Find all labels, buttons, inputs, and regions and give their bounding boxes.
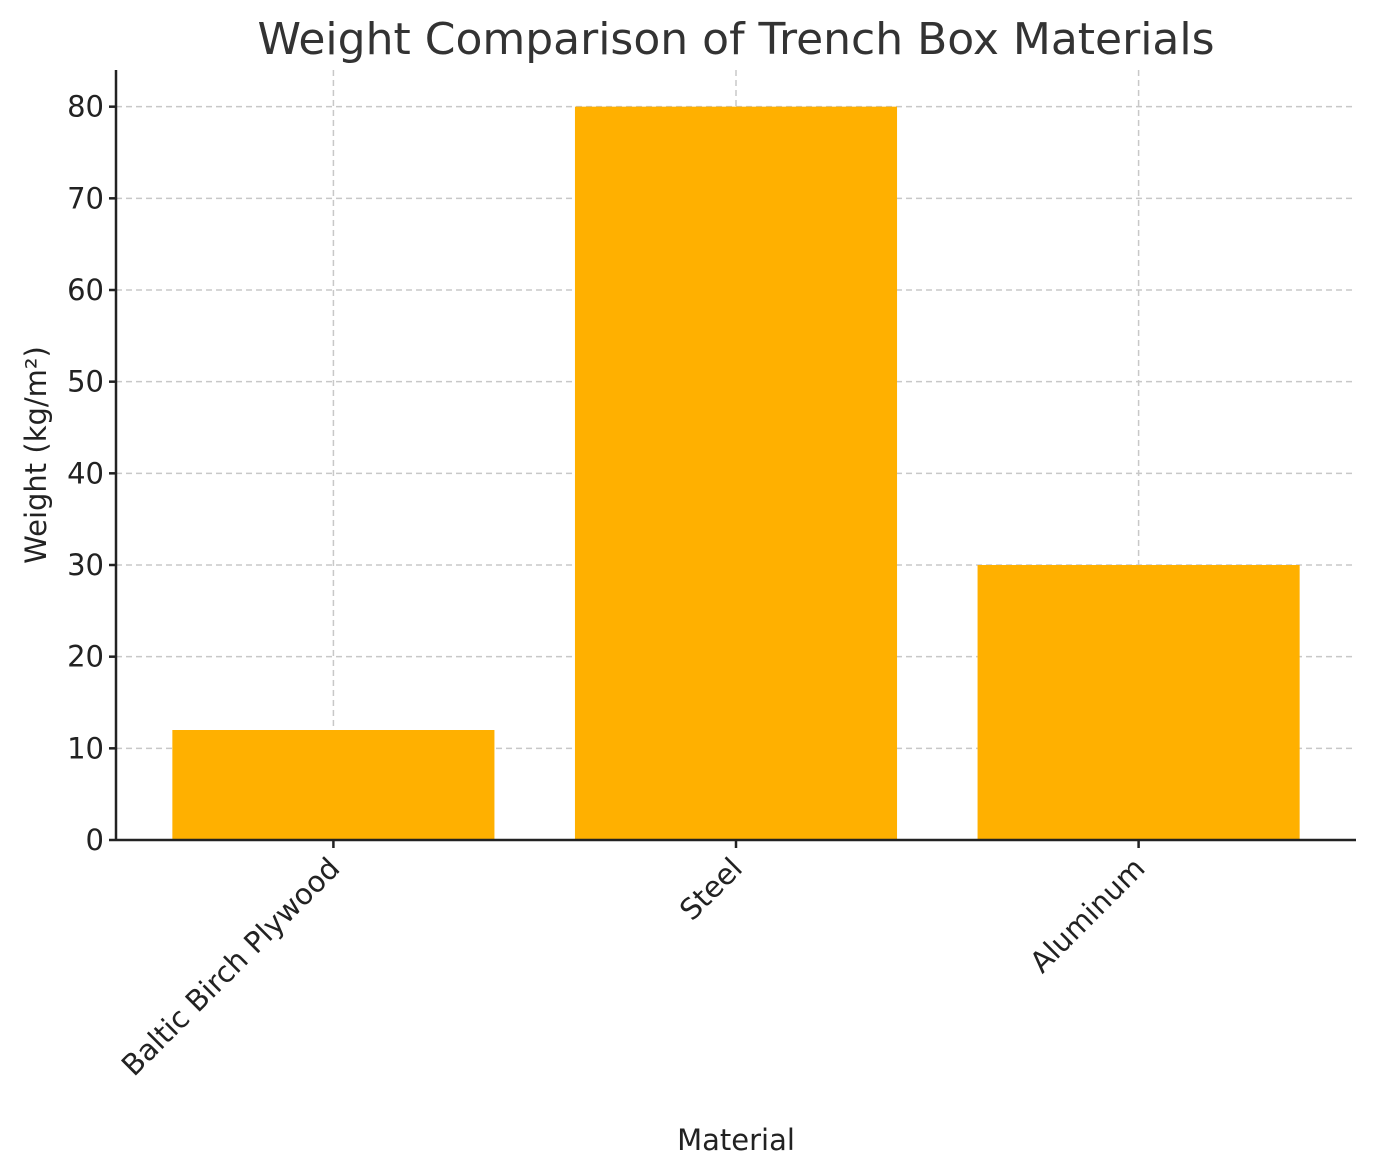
x-axis-label: Material [677, 1123, 795, 1157]
chart-title: Weight Comparison of Trench Box Material… [257, 14, 1214, 65]
x-tick-label: Steel [673, 851, 749, 927]
bar [172, 730, 495, 840]
y-axis-label: Weight (kg/m²) [19, 346, 53, 564]
bar [574, 106, 898, 840]
y-tick-label: 0 [86, 823, 104, 857]
bar [977, 565, 1300, 840]
y-tick-label: 10 [67, 731, 104, 765]
y-tick-label: 50 [67, 365, 104, 399]
y-tick-label: 60 [67, 273, 104, 307]
x-tick-label: Aluminum [1023, 851, 1151, 979]
y-tick-label: 20 [67, 640, 104, 674]
y-tick-label: 70 [67, 181, 104, 215]
x-tick-label: Baltic Birch Plywood [115, 851, 347, 1083]
y-tick-label: 30 [67, 548, 104, 582]
y-tick-label: 80 [67, 90, 104, 124]
y-tick-label: 40 [67, 456, 104, 490]
